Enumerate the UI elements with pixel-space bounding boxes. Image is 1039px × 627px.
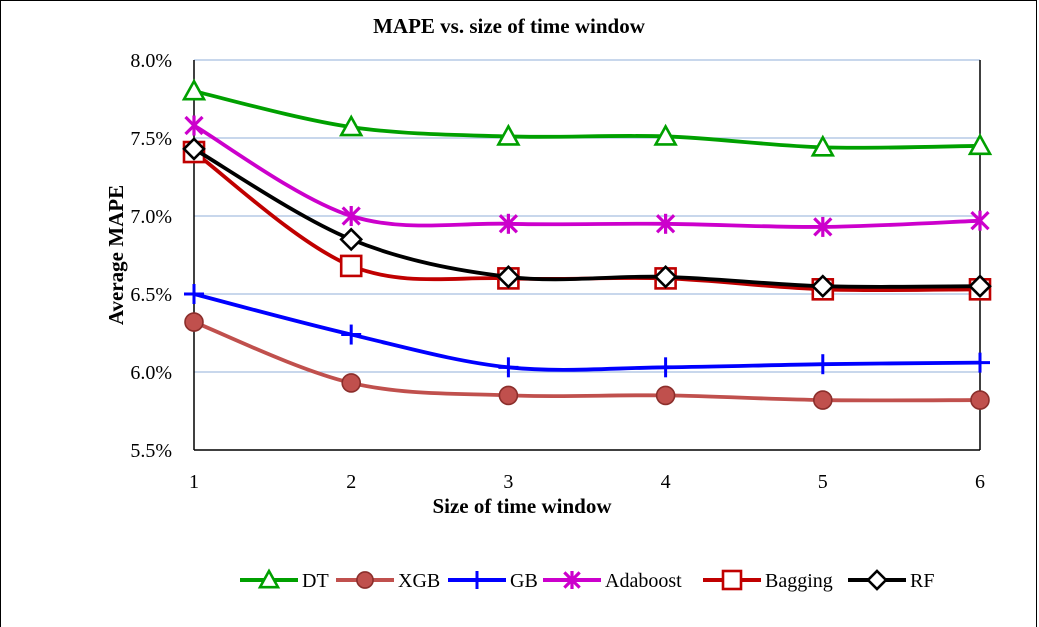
data-point-marker: [498, 357, 519, 378]
data-point-marker: [184, 284, 204, 304]
grid-lines: [194, 59, 980, 373]
x-tick-label: 3: [503, 471, 513, 493]
y-tick-label: 8.0%: [130, 50, 172, 72]
x-tick-label: 1: [189, 471, 199, 493]
x-tick-label: 2: [346, 471, 356, 493]
series-line: [192, 320, 982, 403]
legend-label: Adaboost: [605, 570, 682, 592]
y-tick-labels: 5.5% 6.0% 6.5% 7.0% 7.5% 8.0%: [130, 50, 172, 462]
data-point-marker: [970, 352, 990, 373]
series-line: [192, 292, 982, 372]
data-point-marker: [970, 210, 990, 231]
series-lines: [181, 78, 993, 410]
legend-item-dt: DT: [240, 568, 329, 592]
data-point-marker: [257, 568, 281, 589]
series-adaboost: [184, 115, 990, 237]
data-point-marker: [653, 123, 678, 146]
legend-label: Bagging: [765, 570, 833, 592]
x-tick-label: 4: [661, 471, 671, 493]
series-line: [192, 89, 982, 150]
x-tick-label: 5: [818, 471, 828, 493]
y-tick-label: 7.0%: [130, 206, 172, 228]
legend-item-rf: RF: [848, 569, 934, 592]
data-point-marker: [338, 114, 364, 137]
data-point-marker: [496, 123, 521, 146]
legend-label: GB: [510, 570, 538, 592]
series-rf: [182, 137, 992, 299]
legend-item-adaboost: Adaboost: [543, 570, 682, 592]
data-point-marker: [968, 274, 992, 299]
data-point-marker: [970, 390, 990, 410]
data-point-marker: [655, 385, 676, 406]
x-tick-labels: 1 2 3 4 5 6: [189, 471, 985, 493]
legend-label: XGB: [398, 570, 440, 592]
data-point-marker: [813, 216, 833, 237]
data-point-marker: [184, 115, 204, 136]
series-xgb: [184, 312, 990, 410]
y-axis-label: Average MAPE: [104, 185, 128, 325]
data-point-marker: [181, 78, 207, 101]
chart-title: MAPE vs. size of time window: [373, 14, 646, 38]
legend-item-bagging: Bagging: [703, 569, 833, 592]
data-point-marker: [721, 569, 743, 591]
legend-item-gb: GB: [448, 570, 538, 592]
legend-label: DT: [302, 570, 329, 592]
series-line: [192, 147, 982, 289]
y-tick-label: 7.5%: [130, 128, 172, 150]
data-point-marker: [468, 571, 486, 589]
data-point-marker: [812, 390, 833, 410]
legend-label: RF: [910, 570, 934, 592]
data-point-marker: [341, 324, 362, 345]
data-point-marker: [339, 254, 363, 278]
x-axis-label: Size of time window: [432, 494, 612, 518]
data-point-marker: [812, 354, 833, 375]
data-point-marker: [184, 312, 204, 332]
data-point-marker: [341, 373, 362, 393]
legend-item-xgb: XGB: [336, 570, 440, 592]
data-point-marker: [563, 571, 581, 589]
series-gb: [184, 284, 990, 378]
data-point-marker: [182, 137, 206, 161]
y-tick-label: 6.0%: [130, 362, 172, 384]
x-tick-label: 6: [975, 471, 985, 493]
data-point-marker: [496, 265, 521, 289]
data-point-marker: [655, 357, 676, 378]
data-point-marker: [339, 227, 364, 252]
data-point-marker: [866, 569, 888, 591]
data-point-marker: [341, 206, 361, 226]
data-point-marker: [356, 571, 374, 589]
data-point-marker: [653, 265, 678, 289]
data-point-marker: [810, 274, 835, 299]
series-line: [192, 123, 982, 229]
series-dt: [181, 78, 993, 157]
data-point-marker: [655, 213, 676, 234]
data-point-marker: [967, 133, 993, 156]
data-point-marker: [498, 213, 519, 234]
data-point-marker: [810, 134, 836, 157]
legend: DT XGB GB Adaboost Bagging RF: [240, 568, 934, 592]
y-tick-label: 6.5%: [130, 284, 172, 306]
y-tick-label: 5.5%: [130, 440, 172, 462]
data-point-marker: [498, 385, 519, 406]
